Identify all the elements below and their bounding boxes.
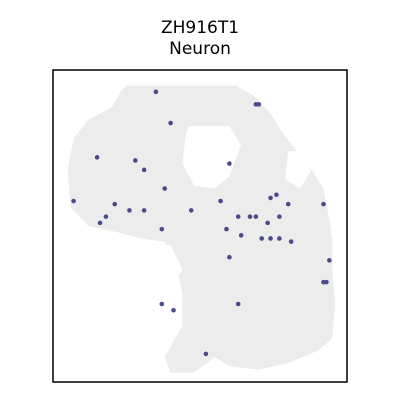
highlighted-point [162,186,168,191]
highlighted-point [141,167,147,173]
highlighted-point [277,214,282,219]
highlighted-point [277,236,282,241]
highlighted-point [268,236,273,241]
highlighted-point [327,258,332,263]
highlighted-point [227,161,232,166]
highlighted-point [268,195,273,201]
highlighted-point [324,279,329,285]
chart-title: ZH916T1 [161,18,239,38]
highlighted-point [171,307,176,313]
highlighted-point [256,102,262,107]
highlighted-point [112,201,118,207]
plot-frame [52,69,348,383]
highlighted-point [71,198,76,204]
highlighted-point [97,220,103,226]
highlighted-point [94,155,100,160]
highlighted-point [321,201,326,207]
highlighted-point [127,208,132,213]
highlighted-point [253,214,259,219]
tissue-hole [135,244,183,289]
tissue-layer [67,85,336,373]
highlighted-point [159,301,165,307]
highlighted-point [265,220,270,226]
tissue-hole [285,151,312,189]
highlighted-point [238,233,244,238]
highlighted-point [227,254,232,260]
highlighted-point [274,192,279,198]
highlighted-point [103,214,109,219]
tissue-hole [182,126,242,189]
highlighted-point [247,214,253,219]
highlighted-point [133,158,138,163]
highlighted-point [188,208,194,213]
highlighted-point [159,226,165,232]
highlighted-point [235,214,241,219]
chart-subtitle: Neuron [169,39,231,59]
highlighted-point [141,208,147,213]
highlighted-point [203,351,209,357]
highlighted-point [168,120,173,126]
highlighted-point [224,226,229,232]
highlighted-point [288,239,294,244]
highlighted-point [259,236,265,241]
highlighted-point [153,89,159,95]
highlighted-point [235,301,241,307]
points-layer [71,89,332,357]
highlighted-point [285,201,291,207]
highlighted-point [218,198,223,204]
tissue-region [67,85,336,373]
